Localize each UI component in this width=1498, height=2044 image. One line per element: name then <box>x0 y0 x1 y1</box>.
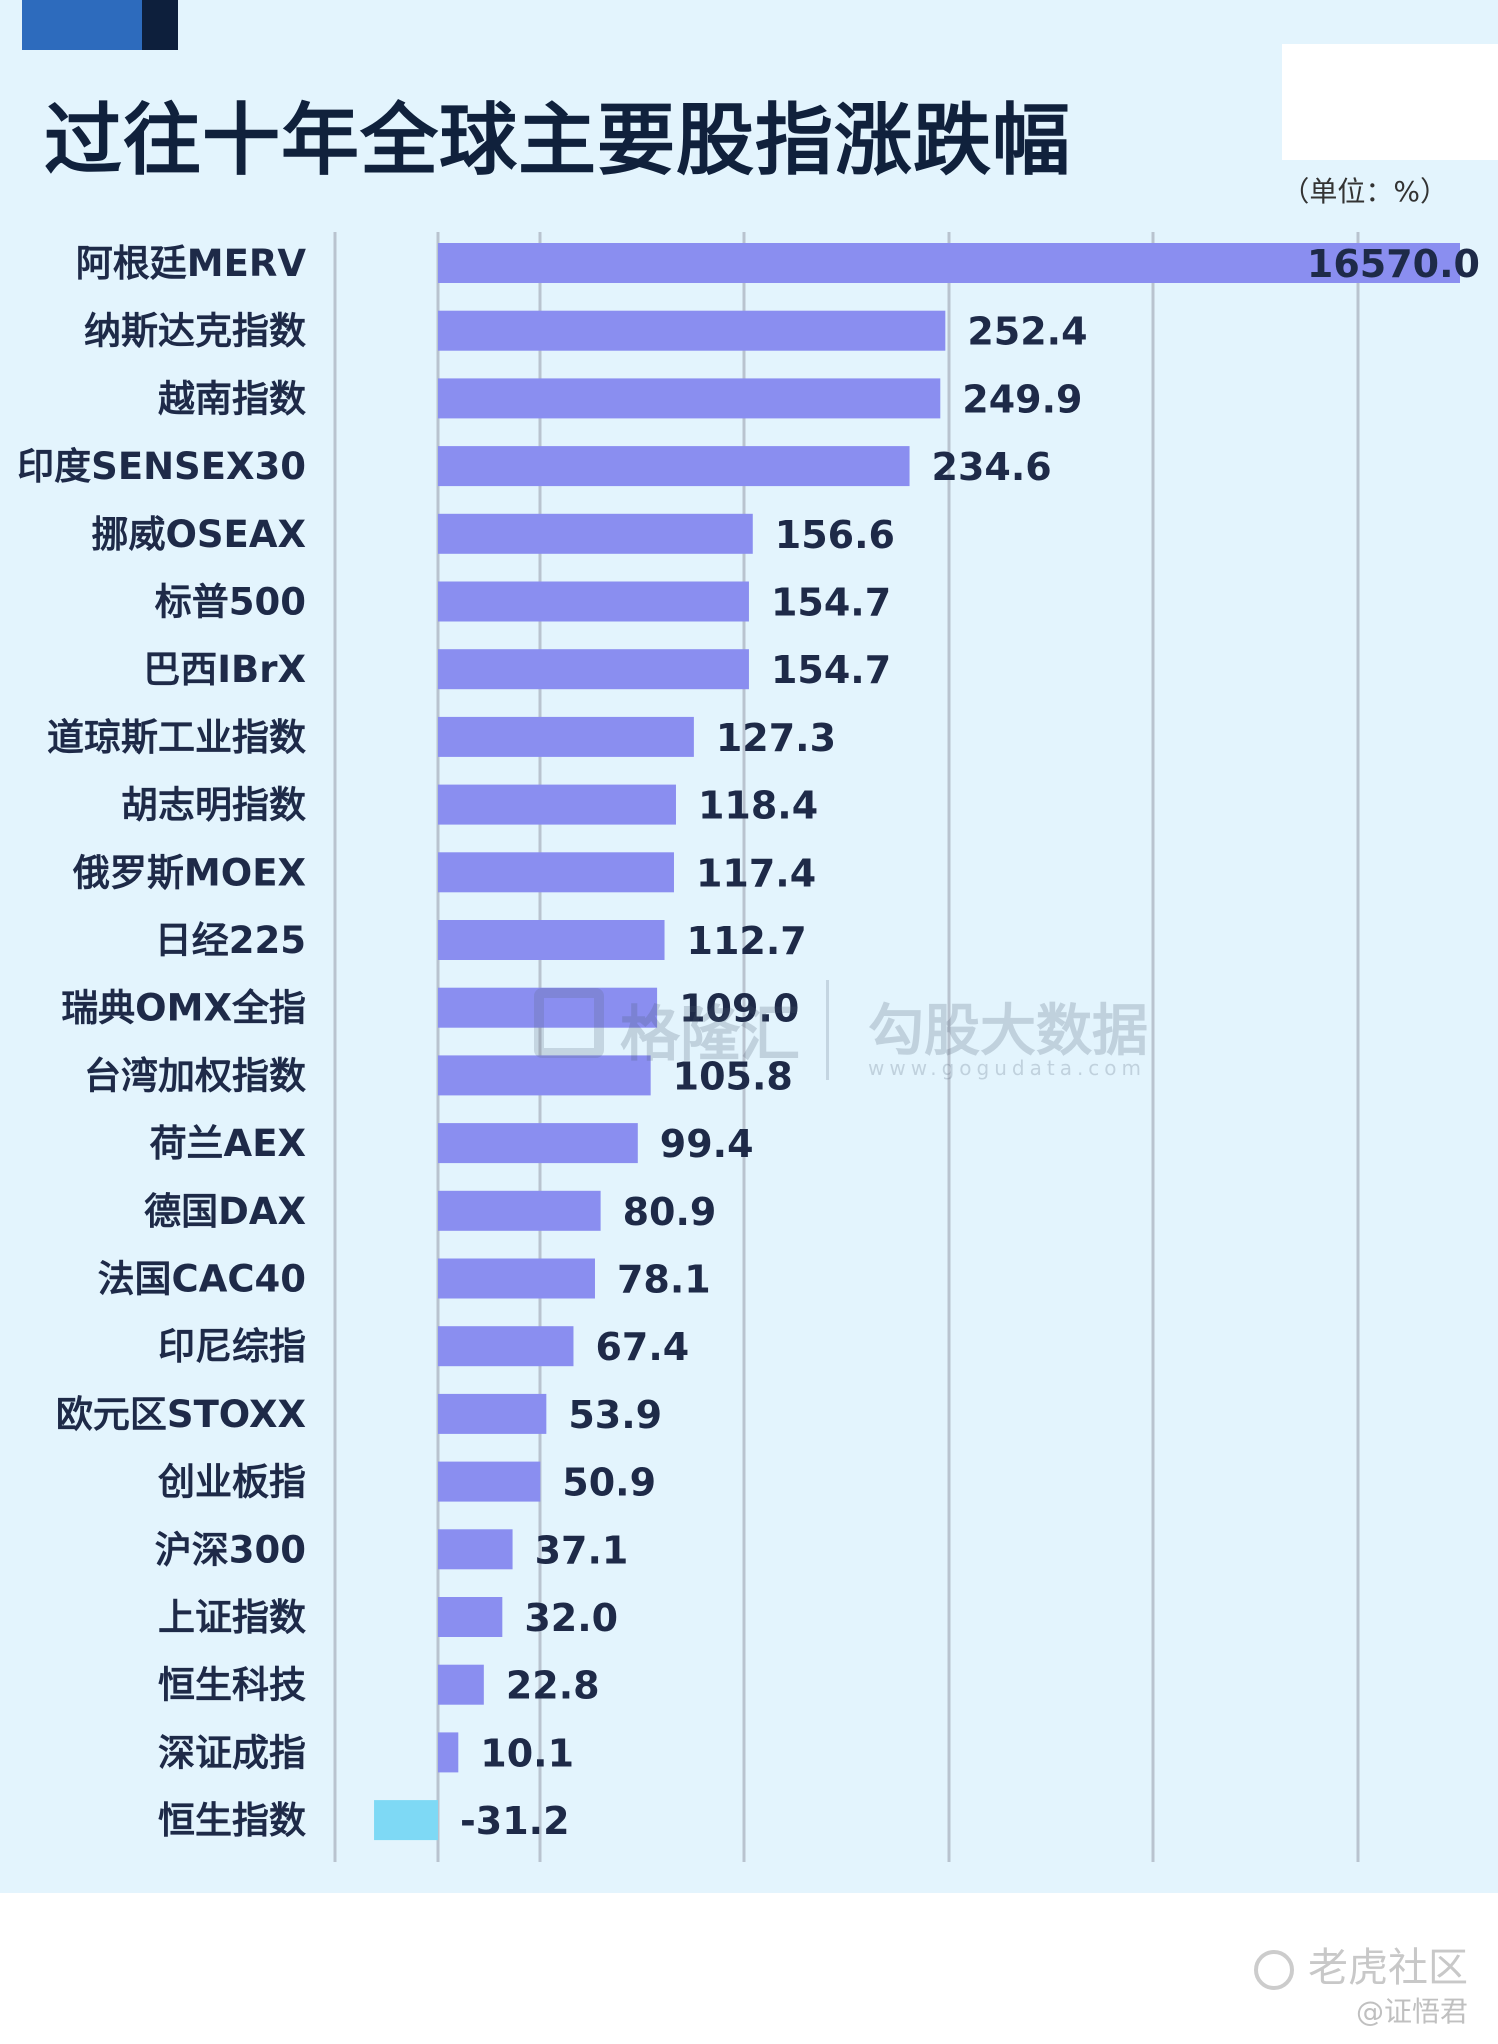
bars <box>374 243 1460 1841</box>
value-label: 112.7 <box>687 919 807 963</box>
value-labels: 16570.0 252.4 249.9 234.6 156.6 154.7 154.7 127… <box>460 242 1480 1843</box>
category-label: 挪威OSEAX <box>91 513 306 556</box>
footer-site[interactable]: 老虎社区 <box>1254 1935 1468 1993</box>
gridlines <box>333 232 1360 1862</box>
category-label: 纳斯达克指数 <box>84 310 306 353</box>
category-label: 印尼综指 <box>158 1325 306 1368</box>
value-label: 156.6 <box>775 513 895 557</box>
bar <box>438 1664 484 1705</box>
value-label: 50.9 <box>562 1461 656 1505</box>
unit-label: （单位：%） <box>1281 175 1448 208</box>
tiger-logo-icon <box>1254 1950 1294 1990</box>
bar <box>438 1529 513 1570</box>
value-label: 252.4 <box>967 310 1087 354</box>
bar <box>438 1123 638 1164</box>
value-label: 67.4 <box>595 1325 689 1369</box>
bar <box>438 1393 547 1434</box>
bar <box>438 716 694 757</box>
category-label: 日经225 <box>155 919 306 962</box>
category-label: 欧元区STOXX <box>56 1393 306 1436</box>
bar <box>438 446 910 487</box>
value-label: 53.9 <box>568 1393 662 1437</box>
bar <box>438 1190 601 1231</box>
category-label: 恒生指数 <box>158 1799 306 1842</box>
bar <box>438 581 749 622</box>
header-accent-bar <box>22 0 142 50</box>
category-label: 台湾加权指数 <box>84 1054 306 1097</box>
bar <box>438 920 665 960</box>
blank-box <box>1282 44 1498 160</box>
header-accent-bar-dark <box>142 0 178 50</box>
value-label: 154.7 <box>771 581 891 625</box>
category-label: 恒生科技 <box>158 1664 306 1707</box>
value-label: 109.0 <box>679 987 799 1031</box>
category-label: 俄罗斯MOEX <box>72 851 306 894</box>
footer-site-label: 老虎社区 <box>1308 1945 1468 1991</box>
value-label: -31.2 <box>460 1799 570 1843</box>
category-label: 道琼斯工业指数 <box>47 716 306 759</box>
bar <box>438 378 941 419</box>
value-label: 22.8 <box>506 1664 600 1708</box>
bar <box>374 1800 438 1841</box>
bar <box>438 310 946 351</box>
category-label: 德国DAX <box>144 1190 306 1233</box>
value-label: 127.3 <box>716 716 836 760</box>
bar <box>438 1597 503 1637</box>
bar <box>438 1732 459 1773</box>
bar <box>438 1055 651 1096</box>
value-label: 234.6 <box>932 445 1052 489</box>
category-label: 印度SENSEX30 <box>17 445 306 488</box>
value-label: 37.1 <box>535 1528 629 1572</box>
value-label: 154.7 <box>771 648 891 692</box>
category-label: 越南指数 <box>158 377 306 420</box>
category-label: 巴西IBrX <box>143 648 306 691</box>
bar <box>438 987 658 1028</box>
footer-author: @证悟君 <box>1355 1995 1468 2028</box>
value-label: 78.1 <box>617 1258 711 1302</box>
bar <box>438 784 676 825</box>
value-label: 16570.0 <box>1307 242 1480 286</box>
bar <box>438 1258 595 1299</box>
value-label: 118.4 <box>698 784 818 828</box>
bar <box>438 243 1460 283</box>
value-label: 10.1 <box>480 1731 574 1775</box>
value-label: 117.4 <box>696 851 816 895</box>
value-label: 32.0 <box>524 1596 618 1640</box>
chart-title: 过往十年全球主要股指涨跌幅 <box>44 96 1072 186</box>
bar <box>438 513 753 554</box>
category-label: 沪深300 <box>155 1528 306 1571</box>
value-label: 80.9 <box>623 1190 717 1234</box>
value-label: 105.8 <box>673 1054 793 1098</box>
bar <box>438 852 674 893</box>
category-label: 创业板指 <box>157 1461 306 1504</box>
category-label: 阿根廷MERV <box>76 242 307 285</box>
category-label: 上证指数 <box>158 1596 306 1639</box>
category-label: 瑞典OMX全指 <box>61 987 306 1030</box>
bar <box>438 1461 541 1502</box>
category-label: 法国CAC40 <box>98 1258 306 1301</box>
category-label: 深证成指 <box>158 1731 306 1774</box>
category-label: 标普500 <box>155 581 306 624</box>
bar <box>438 1326 574 1367</box>
value-label: 249.9 <box>962 377 1082 421</box>
category-label: 胡志明指数 <box>121 784 306 827</box>
category-label: 荷兰AEX <box>150 1122 306 1165</box>
bar <box>438 649 749 690</box>
value-label: 99.4 <box>660 1122 754 1166</box>
